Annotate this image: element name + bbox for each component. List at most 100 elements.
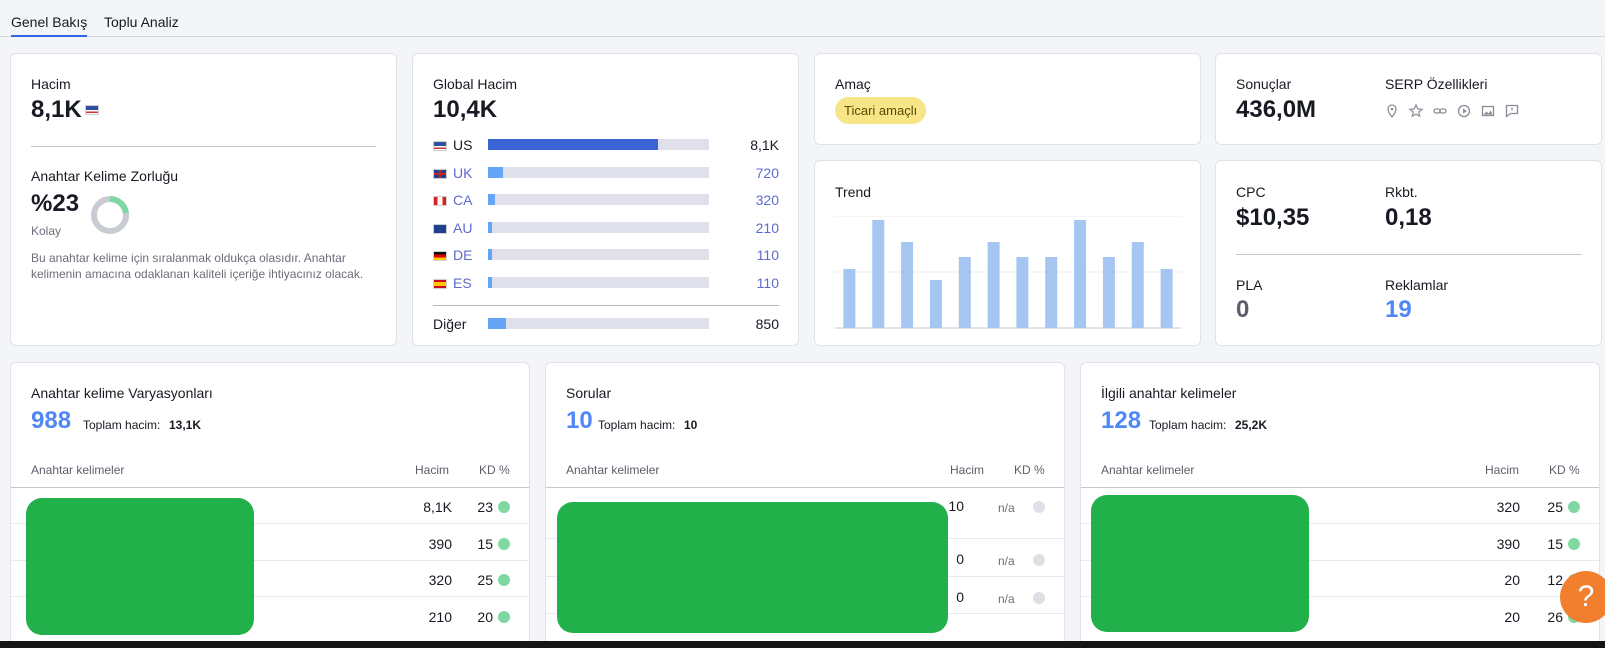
other-label: Diğer bbox=[433, 316, 467, 332]
trend-bar[interactable] bbox=[1102, 257, 1115, 328]
table-row-volume: 8,1K bbox=[423, 499, 452, 515]
difficulty-donut bbox=[91, 196, 129, 234]
row-divider bbox=[11, 523, 529, 524]
table-row-volume: 320 bbox=[428, 572, 452, 588]
star-icon[interactable] bbox=[1409, 104, 1423, 118]
video-icon[interactable] bbox=[1457, 104, 1471, 118]
country-volume-bar bbox=[488, 249, 709, 260]
country-volume[interactable]: 210 bbox=[755, 219, 779, 236]
country-volume-bar bbox=[488, 166, 709, 178]
table-row-volume: 320 bbox=[1496, 499, 1520, 515]
table-row-kd: 20 bbox=[477, 609, 493, 625]
row-divider bbox=[1081, 596, 1599, 597]
trend-bar[interactable] bbox=[1016, 257, 1029, 328]
trend-chart bbox=[835, 216, 1181, 329]
table-row-volume: 10 bbox=[948, 498, 964, 514]
col-kd[interactable]: KD % bbox=[1014, 463, 1045, 477]
trend-bar[interactable] bbox=[1045, 257, 1058, 328]
pla-value: 0 bbox=[1236, 296, 1250, 323]
country-volume[interactable]: 110 bbox=[756, 274, 779, 291]
tab-overview[interactable]: Genel Bakış bbox=[11, 14, 88, 37]
competition-label: Rkbt. bbox=[1385, 184, 1418, 200]
country-volume[interactable]: 110 bbox=[756, 247, 779, 263]
related-title[interactable]: İlgili anahtar kelimeler bbox=[1101, 385, 1237, 401]
country-code[interactable]: AU bbox=[453, 219, 473, 236]
table-row-kd: 12 bbox=[1547, 572, 1563, 588]
trend-bar[interactable] bbox=[1074, 220, 1087, 328]
country-volume[interactable]: 320 bbox=[755, 192, 779, 208]
trend-bar[interactable] bbox=[843, 269, 856, 328]
global-volume-value: 10,4K bbox=[433, 96, 498, 123]
country-volume: 8,1K bbox=[750, 137, 779, 153]
country-volume-bar bbox=[488, 221, 709, 233]
country-code[interactable]: CA bbox=[453, 192, 473, 208]
row-divider bbox=[1081, 523, 1599, 524]
trend-bar[interactable] bbox=[958, 257, 971, 328]
ca-flag-icon bbox=[433, 196, 447, 206]
table-row-kd: n/a bbox=[998, 554, 1015, 568]
questions-card: Sorular 10 Toplam hacim: 10 Anahtar keli… bbox=[545, 362, 1065, 648]
metrics-card: CPC $10,35 Rkbt. 0,18 PLA 0 Reklamlar 19 bbox=[1215, 160, 1602, 346]
divider bbox=[1236, 254, 1582, 255]
divider bbox=[31, 146, 376, 147]
table-row-kd: 25 bbox=[1547, 499, 1563, 515]
ads-value[interactable]: 19 bbox=[1385, 296, 1412, 323]
bar-fill bbox=[488, 166, 503, 178]
divider bbox=[433, 305, 779, 306]
trend-bar[interactable] bbox=[1131, 242, 1144, 328]
related-count[interactable]: 128 bbox=[1101, 407, 1142, 434]
trend-bar[interactable] bbox=[1160, 269, 1173, 328]
related-total: 25,2K bbox=[1235, 418, 1268, 432]
country-volume-bar bbox=[488, 194, 709, 205]
country-code: US bbox=[453, 137, 473, 153]
au-flag-icon bbox=[433, 223, 447, 234]
kd-indicator bbox=[1033, 592, 1045, 604]
country-code[interactable]: UK bbox=[453, 164, 473, 181]
table-header-divider bbox=[1081, 487, 1599, 488]
trend-bar[interactable] bbox=[872, 220, 885, 328]
tab-bulk-analysis[interactable]: Toplu Analiz bbox=[104, 14, 179, 30]
image-icon[interactable] bbox=[1481, 104, 1495, 118]
country-volume-bar bbox=[488, 139, 709, 150]
global-volume-label: Global Hacim bbox=[433, 76, 518, 92]
row-divider bbox=[11, 560, 529, 561]
trend-bar[interactable] bbox=[929, 280, 942, 328]
trend-bar[interactable] bbox=[987, 242, 1000, 328]
table-row-kd: 15 bbox=[477, 536, 493, 552]
col-volume[interactable]: Hacim bbox=[415, 463, 450, 477]
tab-bar: Genel Bakış Toplu Analiz bbox=[0, 0, 1605, 37]
table-header-divider bbox=[546, 487, 1064, 488]
trend-bar[interactable] bbox=[901, 242, 914, 328]
link-icon[interactable] bbox=[1433, 104, 1447, 118]
col-keywords: Anahtar kelimeler bbox=[31, 463, 125, 477]
questions-title[interactable]: Sorular bbox=[566, 385, 612, 401]
other-bar bbox=[488, 318, 709, 329]
serp-features-label: SERP Özellikleri bbox=[1385, 76, 1488, 92]
questions-total-label: Toplam hacim: bbox=[598, 418, 676, 432]
results-value: 436,0M bbox=[1236, 96, 1317, 123]
country-code[interactable]: ES bbox=[453, 274, 472, 291]
country-volume[interactable]: 720 bbox=[755, 164, 779, 181]
help-button[interactable]: ? bbox=[1560, 571, 1605, 623]
col-kd[interactable]: KD % bbox=[479, 463, 510, 477]
kd-indicator bbox=[1568, 538, 1580, 550]
bar-fill bbox=[488, 276, 492, 288]
variations-total-label: Toplam hacim: bbox=[83, 418, 161, 432]
variations-count[interactable]: 988 bbox=[31, 407, 72, 434]
review-icon[interactable] bbox=[1505, 104, 1519, 118]
col-kd[interactable]: KD % bbox=[1549, 463, 1580, 477]
intent-badge[interactable]: Ticari amaçlı bbox=[835, 97, 927, 124]
de-flag-icon bbox=[433, 251, 447, 261]
questions-count[interactable]: 10 bbox=[566, 407, 593, 434]
table-row-volume: 210 bbox=[428, 609, 452, 625]
kd-indicator bbox=[498, 501, 510, 513]
redacted-keywords bbox=[557, 502, 948, 633]
variations-title[interactable]: Anahtar kelime Varyasyonları bbox=[31, 385, 213, 401]
table-row-volume: 390 bbox=[1496, 536, 1520, 552]
pla-label: PLA bbox=[1236, 277, 1263, 293]
col-volume[interactable]: Hacim bbox=[950, 463, 985, 477]
location-icon[interactable] bbox=[1385, 104, 1399, 118]
questions-total: 10 bbox=[684, 418, 698, 432]
country-code[interactable]: DE bbox=[453, 247, 473, 263]
col-volume[interactable]: Hacim bbox=[1485, 463, 1520, 477]
